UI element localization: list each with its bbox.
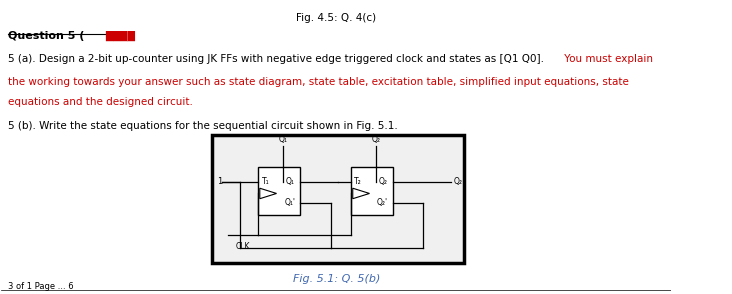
Bar — [258, 167, 300, 215]
Text: Q₂: Q₂ — [371, 135, 380, 144]
Text: Q₂': Q₂' — [377, 198, 388, 208]
Text: T₁: T₁ — [261, 177, 269, 186]
Text: Q₂: Q₂ — [378, 177, 387, 186]
Bar — [212, 135, 463, 263]
Text: Fig. 5.1: Q. 5(b): Fig. 5.1: Q. 5(b) — [293, 274, 380, 284]
Bar — [351, 167, 393, 215]
Text: Question 5 (: Question 5 ( — [8, 31, 84, 41]
Text: Q₂: Q₂ — [454, 177, 463, 186]
Text: Q₁: Q₁ — [278, 135, 287, 144]
Text: 5 (a). Design a 2-bit up-counter using JK FFs with negative edge triggered clock: 5 (a). Design a 2-bit up-counter using J… — [8, 54, 544, 64]
Text: 3 of 1 Page ... 6: 3 of 1 Page ... 6 — [8, 282, 74, 291]
Text: Fig. 4.5: Q. 4(c): Fig. 4.5: Q. 4(c) — [296, 13, 376, 23]
Text: T₂: T₂ — [354, 177, 362, 186]
Text: 1: 1 — [217, 177, 223, 186]
Polygon shape — [260, 188, 277, 199]
Text: equations and the designed circuit.: equations and the designed circuit. — [8, 98, 193, 108]
Text: 5 (b). Write the state equations for the sequential circuit shown in Fig. 5.1.: 5 (b). Write the state equations for the… — [8, 121, 397, 131]
Text: Q₁': Q₁' — [284, 198, 295, 208]
Text: ████: ████ — [105, 31, 135, 41]
Text: the working towards your answer such as state diagram, state table, excitation t: the working towards your answer such as … — [8, 77, 629, 87]
Polygon shape — [353, 188, 370, 199]
Text: CLK: CLK — [235, 242, 250, 251]
Text: Q₁: Q₁ — [285, 177, 294, 186]
Text: You must explain: You must explain — [561, 54, 653, 64]
